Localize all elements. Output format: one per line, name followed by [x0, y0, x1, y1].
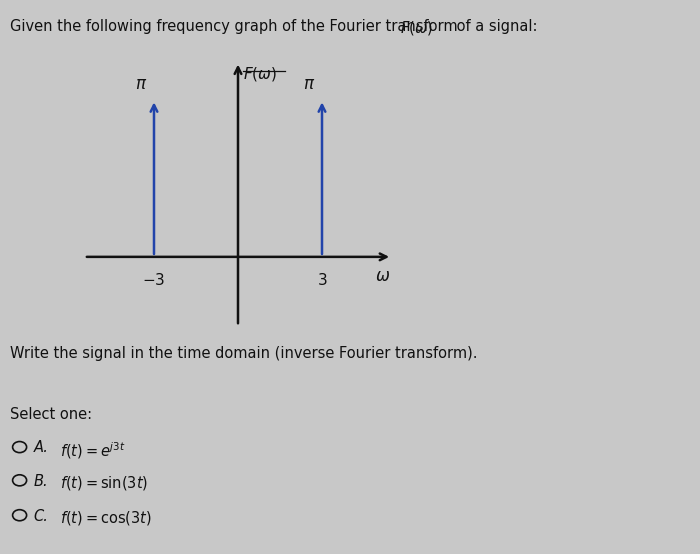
- Text: $\pi$: $\pi$: [135, 75, 147, 93]
- Text: $f(t) = \cos(3t)$: $f(t) = \cos(3t)$: [60, 509, 151, 526]
- Text: $3$: $3$: [317, 272, 328, 288]
- Text: C.: C.: [34, 509, 48, 524]
- Text: $\omega$: $\omega$: [375, 267, 391, 285]
- Text: Select one:: Select one:: [10, 407, 92, 422]
- Text: A.: A.: [34, 440, 48, 455]
- Text: of a signal:: of a signal:: [452, 19, 537, 34]
- Text: $F(\omega)$: $F(\omega)$: [243, 65, 277, 84]
- Text: $f(t) = \sin(3t)$: $f(t) = \sin(3t)$: [60, 474, 148, 491]
- Text: B.: B.: [34, 474, 48, 489]
- Text: $F(\omega)$: $F(\omega)$: [400, 19, 433, 37]
- Text: Write the signal in the time domain (inverse Fourier transform).: Write the signal in the time domain (inv…: [10, 346, 478, 361]
- Text: $-3$: $-3$: [142, 272, 166, 288]
- Text: $\pi$: $\pi$: [303, 75, 315, 93]
- Text: Given the following frequency graph of the Fourier transform: Given the following frequency graph of t…: [10, 19, 463, 34]
- Text: $f(t) = e^{j3t}$: $f(t) = e^{j3t}$: [60, 440, 125, 461]
